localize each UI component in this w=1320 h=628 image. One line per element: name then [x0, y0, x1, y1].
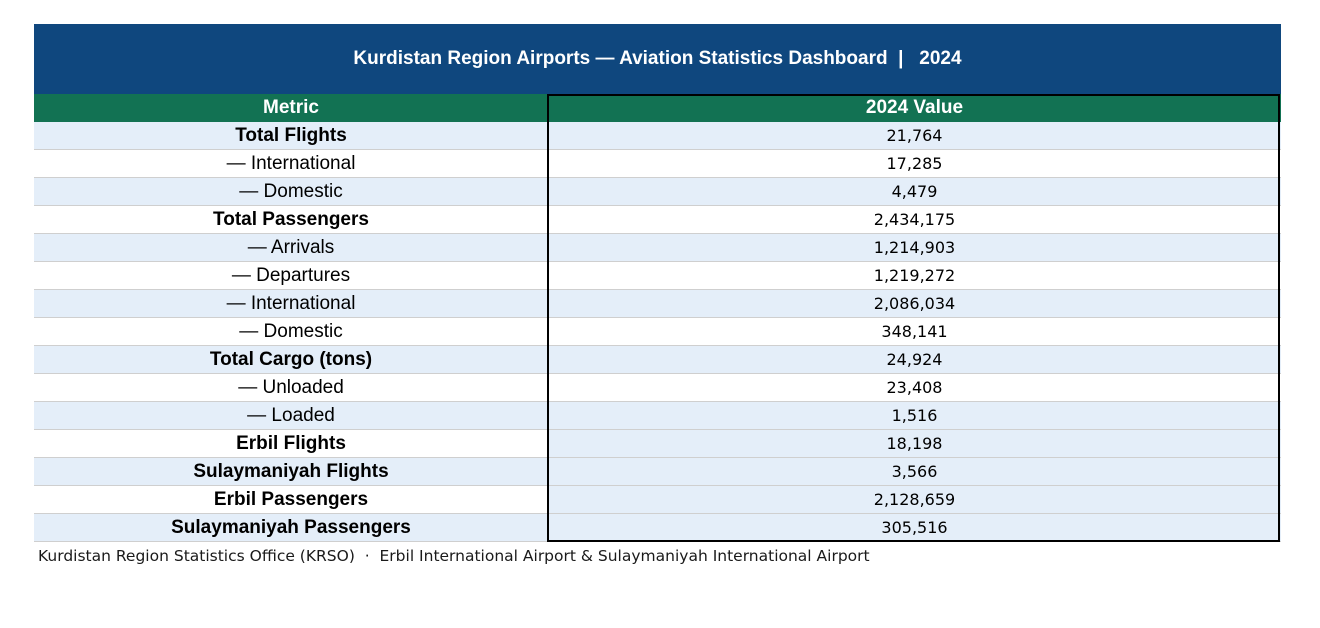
- header-metric[interactable]: Metric: [34, 94, 548, 122]
- table-row: Total Cargo (tons) 24,924: [34, 346, 1281, 374]
- table-header-row: Metric 2024 Value: [34, 94, 1281, 122]
- value-cell[interactable]: 18,198: [548, 430, 1281, 458]
- value-cell[interactable]: 24,924: [548, 346, 1281, 374]
- table-row: Total Passengers 2,434,175: [34, 206, 1281, 234]
- table-row: Sulaymaniyah Passengers 305,516: [34, 514, 1281, 542]
- metric-cell[interactable]: — International: [34, 150, 548, 178]
- dashboard-title: Kurdistan Region Airports — Aviation Sta…: [34, 24, 1281, 94]
- metric-cell[interactable]: — Unloaded: [34, 374, 548, 402]
- metric-cell[interactable]: Erbil Flights: [34, 430, 548, 458]
- source-footnote: Kurdistan Region Statistics Office (KRSO…: [38, 547, 870, 565]
- table-row: — International 17,285: [34, 150, 1281, 178]
- value-cell[interactable]: 17,285: [548, 150, 1281, 178]
- value-cell[interactable]: 3,566: [548, 458, 1281, 486]
- table-row: Erbil Flights 18,198: [34, 430, 1281, 458]
- metric-cell[interactable]: — Loaded: [34, 402, 548, 430]
- table-row: — Departures 1,219,272: [34, 262, 1281, 290]
- value-cell[interactable]: 23,408: [548, 374, 1281, 402]
- metric-cell[interactable]: Sulaymaniyah Flights: [34, 458, 548, 486]
- value-cell[interactable]: 1,219,272: [548, 262, 1281, 290]
- metric-cell[interactable]: — Domestic: [34, 318, 548, 346]
- value-cell[interactable]: 305,516: [548, 514, 1281, 542]
- metric-cell[interactable]: — International: [34, 290, 548, 318]
- value-cell[interactable]: 21,764: [548, 122, 1281, 150]
- value-cell[interactable]: 4,479: [548, 178, 1281, 206]
- metric-cell[interactable]: Erbil Passengers: [34, 486, 548, 514]
- table-row: — Arrivals 1,214,903: [34, 234, 1281, 262]
- table-row: Sulaymaniyah Flights 3,566: [34, 458, 1281, 486]
- metric-cell[interactable]: Total Passengers: [34, 206, 548, 234]
- table-row: — Loaded 1,516: [34, 402, 1281, 430]
- table-row: Erbil Passengers 2,128,659: [34, 486, 1281, 514]
- table-row: — Domestic 348,141: [34, 318, 1281, 346]
- metric-cell[interactable]: — Domestic: [34, 178, 548, 206]
- metric-cell[interactable]: Sulaymaniyah Passengers: [34, 514, 548, 542]
- table-body: Total Flights 21,764— International 17,285…: [34, 122, 1281, 542]
- value-cell[interactable]: 1,516: [548, 402, 1281, 430]
- value-cell[interactable]: 2,086,034: [548, 290, 1281, 318]
- value-cell[interactable]: 2,434,175: [548, 206, 1281, 234]
- value-cell[interactable]: 1,214,903: [548, 234, 1281, 262]
- header-value[interactable]: 2024 Value: [548, 94, 1281, 122]
- table-row: — Unloaded 23,408: [34, 374, 1281, 402]
- value-cell[interactable]: 348,141: [548, 318, 1281, 346]
- metric-cell[interactable]: Total Flights: [34, 122, 548, 150]
- table-row: Total Flights 21,764: [34, 122, 1281, 150]
- table-row: — Domestic 4,479: [34, 178, 1281, 206]
- table-row: — International 2,086,034: [34, 290, 1281, 318]
- dashboard-sheet: Kurdistan Region Airports — Aviation Sta…: [34, 24, 1281, 542]
- metric-cell[interactable]: — Departures: [34, 262, 548, 290]
- value-cell[interactable]: 2,128,659: [548, 486, 1281, 514]
- metric-cell[interactable]: Total Cargo (tons): [34, 346, 548, 374]
- stats-table: Metric 2024 Value Total Flights 21,764— I…: [34, 94, 1281, 542]
- metric-cell[interactable]: — Arrivals: [34, 234, 548, 262]
